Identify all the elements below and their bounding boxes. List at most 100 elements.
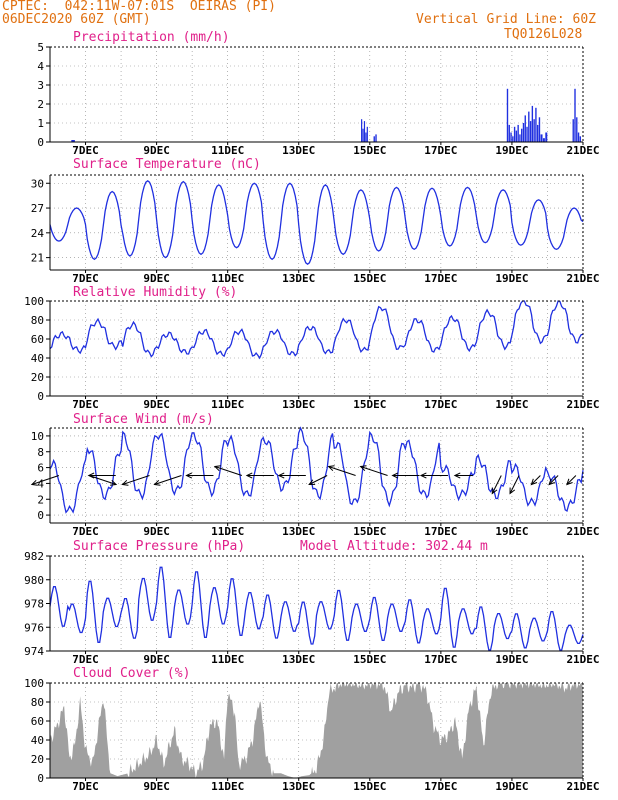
panel-title: Relative Humidity (%) (73, 285, 237, 300)
precip-bar (526, 126, 528, 142)
x-tick-label: 9DEC (143, 398, 170, 411)
y-tick-label: 982 (24, 550, 44, 563)
x-tick-label: 11DEC (211, 144, 244, 157)
x-tick-label: 13DEC (282, 653, 315, 666)
x-tick-label: 9DEC (143, 525, 170, 538)
x-tick-label: 7DEC (72, 653, 99, 666)
x-tick-label: 11DEC (211, 398, 244, 411)
x-tick-label: 17DEC (424, 144, 457, 157)
x-tick-label: 15DEC (353, 653, 386, 666)
wind-arrow-head (327, 465, 335, 472)
wind-arrow (88, 475, 117, 485)
y-tick-label: 21 (31, 252, 44, 265)
wind-arrow (154, 475, 182, 485)
x-tick-label: 19DEC (495, 780, 528, 793)
wind-arrow-head (566, 478, 573, 486)
wind-arrow (509, 475, 520, 494)
x-tick-label: 17DEC (424, 780, 457, 793)
y-tick-label: 80 (31, 314, 44, 327)
precip-bar (540, 134, 543, 142)
wind-arrow (328, 466, 356, 476)
x-tick-label: 21DEC (566, 780, 599, 793)
x-tick-label: 7DEC (72, 272, 99, 285)
series-line (49, 426, 584, 514)
x-tick-label: 17DEC (424, 272, 457, 285)
precip-bar (524, 115, 526, 142)
wind-arrow-head (245, 472, 253, 479)
precip-bar (577, 132, 580, 142)
y-tick-label: 100 (24, 677, 44, 690)
x-tick-label: 13DEC (282, 144, 315, 157)
y-tick-label: 5 (37, 41, 44, 54)
wind-arrow (31, 475, 60, 485)
panel-5 (46, 682, 584, 781)
x-tick-label: 21DEC (566, 525, 599, 538)
wind-arrow-head (87, 472, 95, 479)
precip-bar (510, 132, 512, 142)
precip-bar (512, 136, 514, 142)
y-tick-label: 20 (31, 371, 44, 384)
x-tick-label: 9DEC (143, 272, 170, 285)
wind-arrow (548, 475, 559, 485)
y-tick-label: 1 (37, 117, 44, 130)
y-tick-label: 100 (24, 295, 44, 308)
x-tick-label: 7DEC (72, 525, 99, 538)
wind-arrow (214, 466, 243, 476)
y-tick-label: 2 (37, 98, 44, 111)
precip-bar (542, 138, 545, 142)
x-tick-label: 7DEC (72, 398, 99, 411)
header-model-code: TQ0126L028 (504, 27, 583, 42)
wind-arrow-head (213, 465, 221, 472)
x-tick-label: 15DEC (353, 780, 386, 793)
precip-bar (365, 132, 367, 142)
y-tick-label: 10 (31, 430, 44, 443)
panel-title: Precipitation (mm/h) (73, 30, 230, 45)
wind-arrow-head (359, 465, 367, 472)
y-tick-label: 0 (37, 390, 44, 403)
precip-bar (373, 136, 375, 142)
wind-arrow (566, 475, 577, 485)
precip-bar (361, 119, 363, 142)
series-line (49, 179, 584, 266)
y-tick-label: 4 (37, 60, 44, 73)
header-station: CPTEC: 042:11W-07:01S OEIRAS (PI) (2, 0, 276, 14)
wind-arrow (531, 475, 541, 485)
x-tick-label: 17DEC (424, 653, 457, 666)
precip-bar (506, 88, 509, 142)
wind-arrow-head (153, 479, 161, 486)
y-tick-label: 3 (37, 79, 44, 92)
precip-bar (538, 117, 541, 142)
precip-bar (519, 134, 521, 142)
y-tick-label: 0 (37, 136, 44, 149)
precip-bar (531, 105, 534, 142)
precip-bar (529, 121, 532, 142)
precip-bar (363, 121, 366, 142)
y-tick-label: 8 (37, 446, 44, 459)
x-tick-label: 13DEC (282, 398, 315, 411)
wind-arrow-head (185, 472, 193, 479)
panel-0 (46, 46, 584, 145)
precip-bar (533, 119, 535, 142)
panel-title: Cloud Cover (%) (73, 666, 190, 681)
cloud-cover-area (50, 683, 583, 778)
x-tick-label: 11DEC (211, 272, 244, 285)
panel-4 (46, 555, 584, 654)
wind-arrow-head (548, 478, 555, 486)
x-tick-label: 21DEC (566, 653, 599, 666)
x-tick-label: 17DEC (424, 398, 457, 411)
precip-bar (375, 134, 377, 142)
x-tick-label: 21DEC (566, 398, 599, 411)
x-tick-label: 13DEC (282, 525, 315, 538)
wind-arrow (122, 475, 150, 485)
precip-bar (513, 126, 516, 142)
y-tick-label: 60 (31, 715, 44, 728)
header-date: 06DEC2020 60Z (GMT) (2, 12, 151, 27)
x-tick-label: 15DEC (353, 398, 386, 411)
series-line (49, 300, 584, 360)
x-tick-label: 13DEC (282, 780, 315, 793)
x-tick-label: 11DEC (211, 525, 244, 538)
x-tick-label: 15DEC (353, 144, 386, 157)
x-tick-label: 19DEC (495, 398, 528, 411)
y-tick-label: 40 (31, 734, 44, 747)
y-tick-label: 6 (37, 462, 44, 475)
